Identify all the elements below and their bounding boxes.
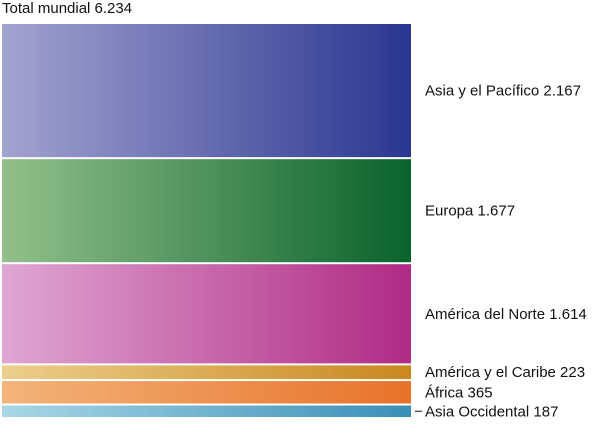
segment-label: Asia y el Pacífico 2.167 [425,83,581,100]
segment-label: Asia Occidental 187 [425,403,558,420]
segment-label: América y el Caribe 223 [425,364,585,381]
bar-segment [2,264,411,364]
bar-segment [2,24,411,158]
bar-segments [2,24,411,417]
bar-segment [2,159,411,263]
segment-labels: Asia y el Pacífico 2.167 Europa 1.677 Amér… [414,83,587,420]
bar-segment [2,405,411,417]
segment-label: América del Norte 1.614 [425,306,587,323]
bar-segment [2,381,411,404]
chart-title: Total mundial 6.234 [2,0,133,17]
bar-segment [2,365,411,380]
segment-label: África 365 [425,384,493,401]
segment-label: Europa 1.677 [425,203,515,220]
